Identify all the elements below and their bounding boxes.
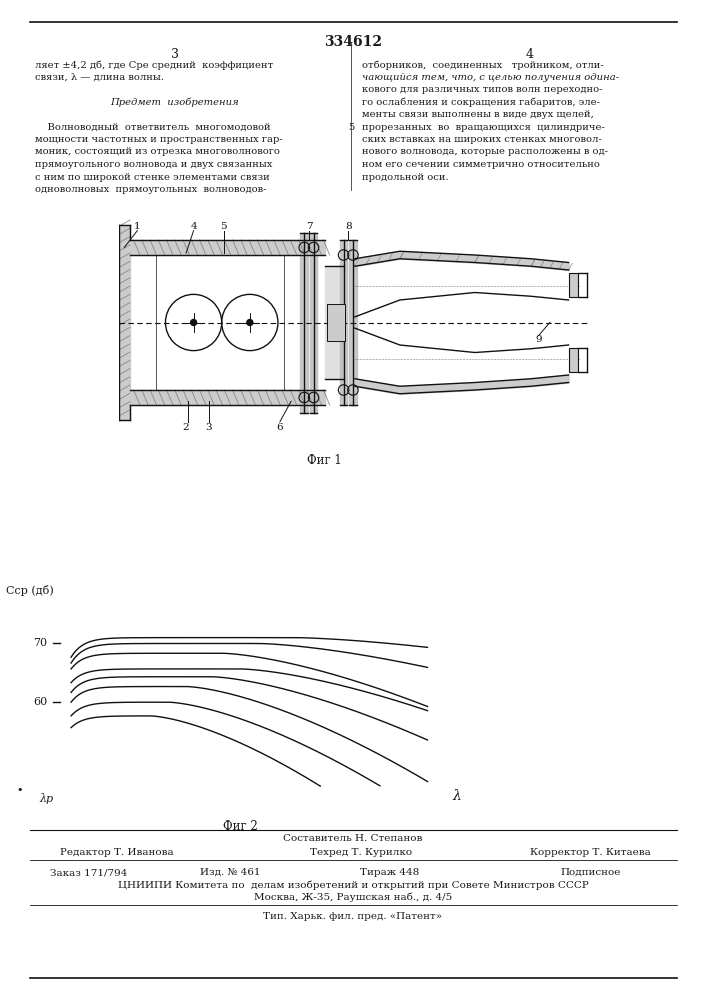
Text: 3: 3: [205, 423, 212, 432]
Text: Москва, Ж-35, Раушская наб., д. 4/5: Москва, Ж-35, Раушская наб., д. 4/5: [254, 893, 452, 902]
Text: Изд. № 461: Изд. № 461: [200, 868, 260, 877]
Text: 4: 4: [526, 48, 534, 61]
Text: менты связи выполнены в виде двух щелей,: менты связи выполнены в виде двух щелей,: [362, 110, 594, 119]
Text: 3: 3: [171, 48, 179, 61]
Text: Подписное: Подписное: [560, 868, 620, 877]
Text: Заказ 171/794: Заказ 171/794: [50, 868, 127, 877]
Text: •: •: [17, 785, 23, 795]
Text: Корректор Т. Китаева: Корректор Т. Китаева: [530, 848, 650, 857]
Text: нового волновода, которые расположены в од-: нового волновода, которые расположены в …: [362, 147, 608, 156]
Text: 5: 5: [221, 222, 227, 231]
Text: прорезанных  во  вращающихся  цилиндриче-: прорезанных во вращающихся цилиндриче-: [362, 122, 605, 131]
Text: го ослабления и сокращения габаритов, эле-: го ослабления и сокращения габаритов, эл…: [362, 98, 600, 107]
Text: λр: λр: [39, 793, 53, 804]
Text: 4: 4: [190, 222, 197, 231]
Text: ляет ±4,2 дб, где Cре средний  коэффициент: ляет ±4,2 дб, где Cре средний коэффициен…: [35, 60, 273, 70]
Text: прямоугольного волновода и двух связанных: прямоугольного волновода и двух связанны…: [35, 160, 272, 169]
Text: 334612: 334612: [324, 35, 382, 49]
Text: одноволновых  прямоугольных  волноводов-: одноволновых прямоугольных волноводов-: [35, 185, 267, 194]
Text: 2: 2: [183, 423, 189, 432]
Text: 70: 70: [33, 638, 47, 648]
Text: 1: 1: [134, 222, 141, 231]
Text: Фиг 1: Фиг 1: [308, 454, 342, 467]
Text: 9: 9: [535, 335, 542, 344]
Bar: [568, 348, 578, 372]
Text: Редактор Т. Иванова: Редактор Т. Иванова: [60, 848, 174, 857]
Text: ских вставках на широких стенках многовол-: ских вставках на широких стенках многово…: [362, 135, 602, 144]
Text: ЦНИИПИ Комитета по  делам изобретений и открытий при Совете Министров СССР: ЦНИИПИ Комитета по делам изобретений и о…: [117, 881, 588, 890]
Text: чающийся тем, что, с целью получения одина-: чающийся тем, что, с целью получения оди…: [362, 73, 619, 82]
Text: продольной оси.: продольной оси.: [362, 172, 449, 182]
Text: Cср (дб): Cср (дб): [6, 585, 54, 596]
Text: Предмет  изобретения: Предмет изобретения: [110, 98, 240, 107]
Circle shape: [191, 320, 197, 326]
Text: отборников,  соединенных   тройником, отли-: отборников, соединенных тройником, отли-: [362, 60, 604, 70]
Text: Техред Т. Курилко: Техред Т. Курилко: [310, 848, 412, 857]
Text: связи, λ — длина волны.: связи, λ — длина волны.: [35, 73, 164, 82]
Text: Фиг 2: Фиг 2: [223, 820, 257, 833]
Text: кового для различных типов волн переходно-: кового для различных типов волн переходн…: [362, 85, 602, 94]
Text: 60: 60: [33, 697, 47, 707]
Text: λ: λ: [452, 789, 461, 803]
Circle shape: [247, 320, 253, 326]
Bar: [568, 273, 578, 297]
Text: мощности частотных и пространственных гар-: мощности частотных и пространственных га…: [35, 135, 283, 144]
Text: моник, состоящий из отрезка многоволнового: моник, состоящий из отрезка многоволново…: [35, 147, 280, 156]
Text: Волноводный  ответвитель  многомодовой: Волноводный ответвитель многомодовой: [35, 122, 271, 131]
Text: Тираж 448: Тираж 448: [360, 868, 419, 877]
Text: 5: 5: [348, 122, 354, 131]
Text: Тип. Харьк. фил. пред. «Патент»: Тип. Харьк. фил. пред. «Патент»: [264, 912, 443, 921]
Text: 6: 6: [276, 423, 283, 432]
Text: 8: 8: [345, 222, 352, 231]
Text: ном его сечении симметрично относительно: ном его сечении симметрично относительно: [362, 160, 600, 169]
Text: 7: 7: [305, 222, 312, 231]
Text: Составитель Н. Степанов: Составитель Н. Степанов: [284, 834, 423, 843]
Text: с ним по широкой стенке элементами связи: с ним по широкой стенке элементами связи: [35, 172, 270, 182]
Bar: [327, 304, 346, 341]
